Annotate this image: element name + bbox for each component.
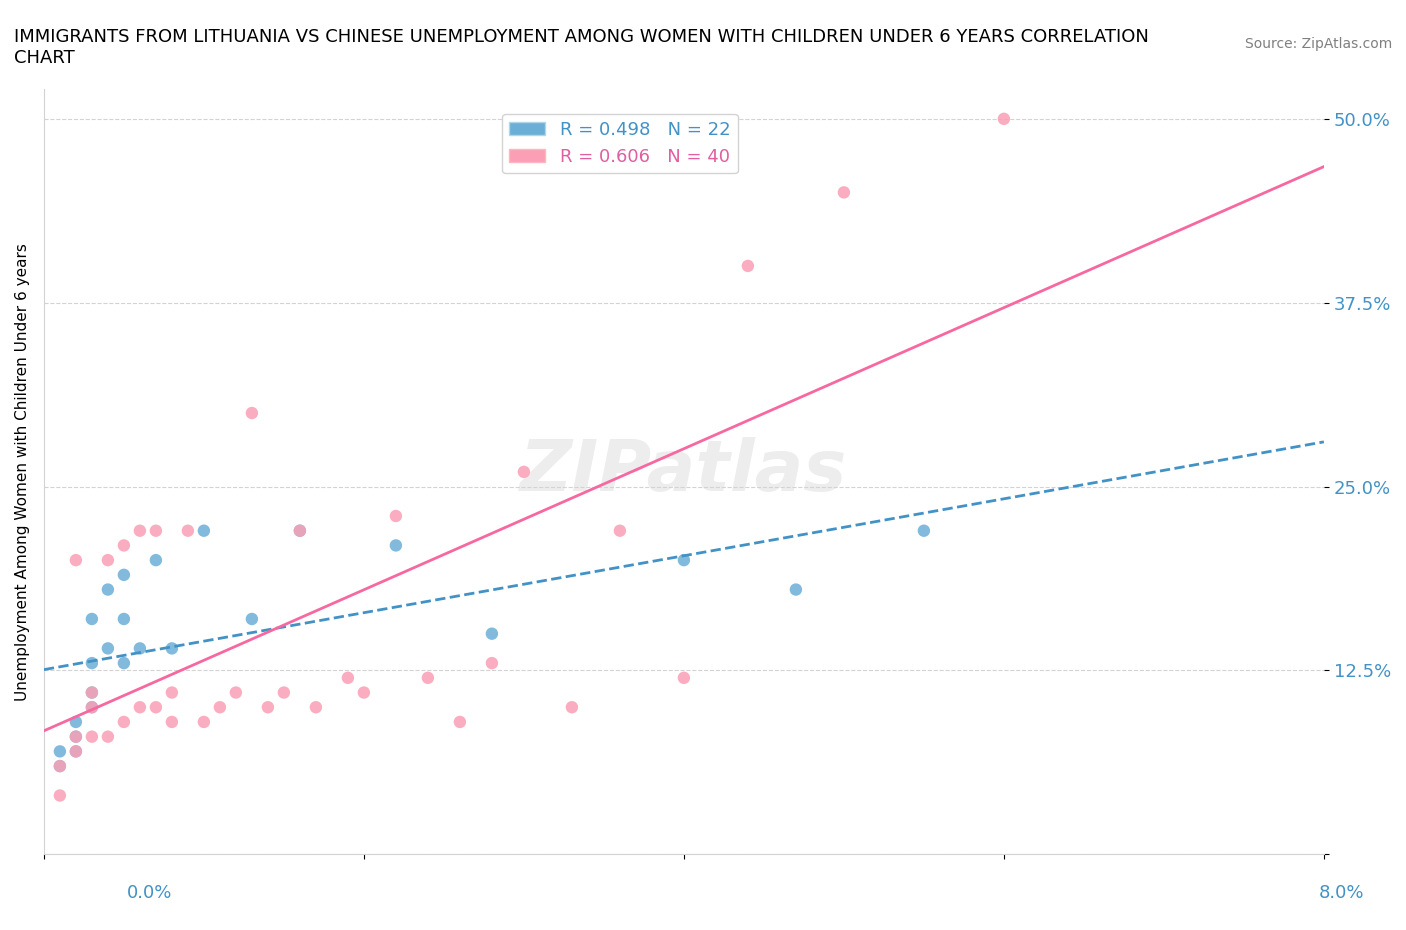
Point — [288, 524, 311, 538]
Point — [481, 626, 503, 641]
Point — [49, 759, 72, 774]
Point — [112, 538, 135, 552]
Point — [832, 185, 855, 200]
Point — [65, 714, 87, 729]
Point — [112, 714, 135, 729]
Point — [385, 509, 408, 524]
Point — [128, 699, 150, 714]
Point — [672, 552, 695, 567]
Point — [65, 744, 87, 759]
Point — [177, 524, 200, 538]
Point — [112, 612, 135, 627]
Point — [225, 685, 247, 700]
Point — [97, 582, 120, 597]
Text: ZIPatlas: ZIPatlas — [520, 437, 848, 506]
Point — [65, 744, 87, 759]
Point — [65, 729, 87, 744]
Point — [97, 552, 120, 567]
Point — [785, 582, 807, 597]
Point — [240, 405, 263, 420]
Point — [993, 112, 1015, 126]
Point — [128, 524, 150, 538]
Point — [416, 671, 439, 685]
Point — [145, 552, 167, 567]
Point — [385, 538, 408, 552]
Point — [481, 656, 503, 671]
Point — [513, 464, 536, 479]
Y-axis label: Unemployment Among Women with Children Under 6 years: Unemployment Among Women with Children U… — [15, 243, 30, 701]
Point — [80, 699, 103, 714]
Point — [80, 699, 103, 714]
Point — [193, 524, 215, 538]
Point — [80, 685, 103, 700]
Point — [49, 744, 72, 759]
Point — [80, 685, 103, 700]
Point — [193, 714, 215, 729]
Point — [273, 685, 295, 700]
Point — [97, 729, 120, 744]
Point — [112, 567, 135, 582]
Point — [80, 656, 103, 671]
Point — [288, 524, 311, 538]
Point — [449, 714, 471, 729]
Text: 0.0%: 0.0% — [127, 884, 172, 902]
Point — [128, 641, 150, 656]
Point — [80, 729, 103, 744]
Point — [112, 656, 135, 671]
Text: Source: ZipAtlas.com: Source: ZipAtlas.com — [1244, 37, 1392, 51]
Point — [208, 699, 231, 714]
Point — [65, 729, 87, 744]
Point — [160, 685, 183, 700]
Point — [49, 759, 72, 774]
Point — [737, 259, 759, 273]
Text: 8.0%: 8.0% — [1319, 884, 1364, 902]
Point — [672, 671, 695, 685]
Point — [240, 612, 263, 627]
Legend: R = 0.498   N = 22, R = 0.606   N = 40: R = 0.498 N = 22, R = 0.606 N = 40 — [502, 113, 738, 173]
Point — [609, 524, 631, 538]
Point — [353, 685, 375, 700]
Point — [257, 699, 280, 714]
Point — [65, 552, 87, 567]
Point — [160, 641, 183, 656]
Point — [145, 524, 167, 538]
Point — [145, 699, 167, 714]
Point — [49, 788, 72, 803]
Point — [305, 699, 328, 714]
Point — [336, 671, 359, 685]
Point — [561, 699, 583, 714]
Point — [160, 714, 183, 729]
Text: IMMIGRANTS FROM LITHUANIA VS CHINESE UNEMPLOYMENT AMONG WOMEN WITH CHILDREN UNDE: IMMIGRANTS FROM LITHUANIA VS CHINESE UNE… — [14, 28, 1149, 67]
Point — [80, 612, 103, 627]
Point — [97, 641, 120, 656]
Point — [912, 524, 935, 538]
